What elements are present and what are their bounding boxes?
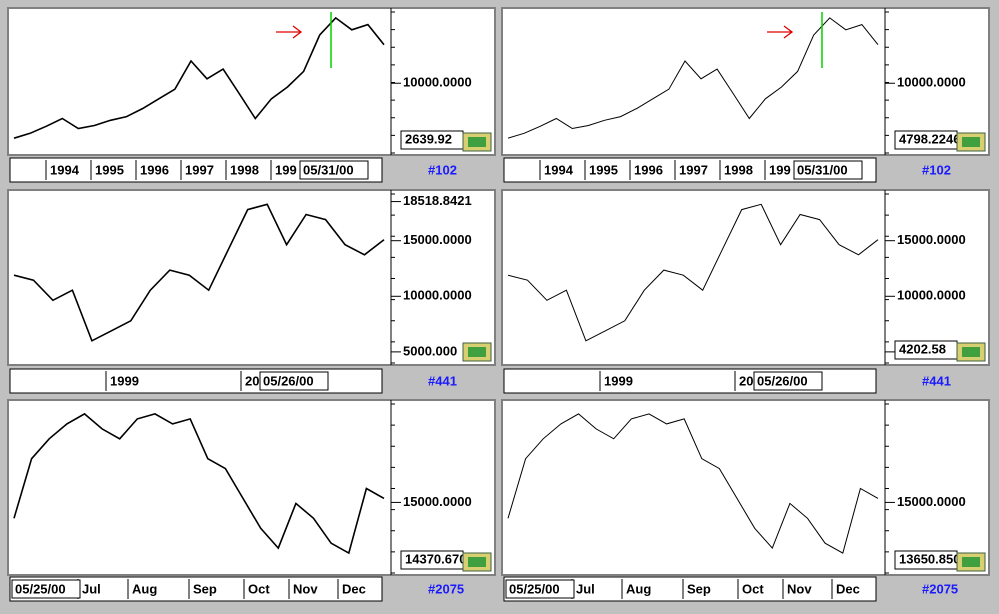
chart-id[interactable]: #102 [922,162,951,177]
chart-id[interactable]: #102 [428,162,457,177]
x-label: 1996 [634,162,663,177]
x-label: 199 [275,162,297,177]
date-box [793,160,863,180]
x-label: 199 [769,162,791,177]
scale-icon [468,347,486,357]
x-label: Jul [576,581,595,596]
chart-id[interactable]: #441 [428,373,457,388]
current-date: 05/26/00 [757,373,808,388]
x-label: 1997 [185,162,214,177]
x-label: 1997 [679,162,708,177]
x-label: 1999 [110,373,139,388]
current-date: 05/25/00 [15,581,66,596]
x-label: 20 [245,373,259,388]
current-date: 05/25/00 [509,581,560,596]
price-line [13,16,385,139]
current-date: 05/26/00 [263,373,314,388]
x-label: 1994 [544,162,574,177]
chart-id[interactable]: #441 [922,373,951,388]
y-tick-label: 15000.0000 [403,494,472,509]
x-label: Nov [787,581,812,596]
price-line [507,413,879,554]
x-label: Nov [293,581,318,596]
scale-icon [962,137,980,147]
scale-icon [962,557,980,567]
price-label: 4202.58 [899,341,946,356]
scale-icon [468,137,486,147]
date-box [505,579,575,599]
current-date: 05/31/00 [303,162,354,177]
x-label: 1994 [50,162,80,177]
y-tick-label: 5000.000 [403,343,457,358]
date-box [753,371,823,391]
x-label: 1996 [140,162,169,177]
arrow [767,25,794,39]
x-label: 1998 [230,162,259,177]
price-line [13,412,385,555]
x-label: Dec [836,581,860,596]
x-label: Oct [742,581,764,596]
y-tick-label: 18518.8421 [403,193,472,208]
y-tick-label: 15000.0000 [897,494,966,509]
y-tick-label: 10000.0000 [403,288,472,303]
chart-window[interactable] [7,189,496,366]
x-label: 20 [739,373,753,388]
x-label: Sep [193,581,217,596]
x-label: 1999 [604,373,633,388]
price-label: 4798.2246 [899,131,960,146]
x-label: 1995 [95,162,124,177]
current-date: 05/31/00 [797,162,848,177]
x-label: 1998 [724,162,753,177]
price-label: 13650.8500 [899,551,968,566]
price-line [507,17,879,139]
scale-icon [962,347,980,357]
y-tick-label: 10000.0000 [403,75,472,90]
chart-window[interactable] [7,399,496,576]
y-tick-label: 10000.0000 [897,288,966,303]
date-box [299,160,369,180]
x-label: Jul [82,581,101,596]
x-label: 1995 [589,162,618,177]
y-tick-label: 10000.0000 [897,75,966,90]
chart-window[interactable] [501,399,990,576]
price-label: 14370.6706 [405,551,474,566]
arrow [276,25,303,39]
y-tick-label: 15000.0000 [403,232,472,247]
chart-id[interactable]: #2075 [922,581,958,596]
price-label: 2639.92 [405,131,452,146]
price-line [13,203,385,342]
date-box [259,371,329,391]
chart-id[interactable]: #2075 [428,581,464,596]
date-box [11,579,81,599]
y-tick-label: 15000.0000 [897,232,966,247]
x-label: Dec [342,581,366,596]
price-line [507,203,879,342]
x-label: Oct [248,581,270,596]
x-label: Aug [132,581,157,596]
scale-icon [468,557,486,567]
chart-window[interactable] [501,189,990,366]
x-label: Sep [687,581,711,596]
x-label: Aug [626,581,651,596]
